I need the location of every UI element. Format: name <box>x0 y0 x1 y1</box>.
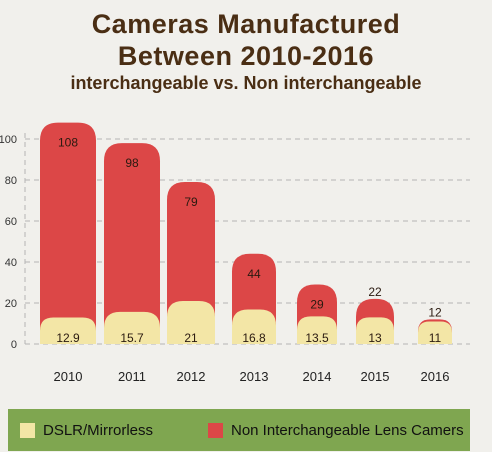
bar-dslr <box>297 316 337 344</box>
chart-title-line1: Cameras Manufactured <box>91 9 401 39</box>
bar-dslr <box>40 317 96 344</box>
data-label-non-interchangeable: 22 <box>368 285 382 299</box>
bar-dslr <box>418 321 452 344</box>
bar-dslr <box>356 317 394 344</box>
data-label-non-interchangeable: 29 <box>310 298 324 312</box>
data-label-dslr: 13.5 <box>305 331 329 345</box>
bar-dslr <box>232 309 276 344</box>
legend-label-dslr: DSLR/Mirrorless <box>43 422 154 439</box>
bar-non-interchangeable <box>104 143 160 344</box>
data-label-dslr: 13 <box>368 331 382 345</box>
legend-item-non-interchangeable: Non Interchangeable Lens Camers <box>208 422 464 439</box>
chart-title-line2: Between 2010-2016 <box>117 41 375 71</box>
x-tick-label: 2014 <box>303 369 332 384</box>
data-label-dslr: 11 <box>429 331 442 345</box>
chart-legend: DSLR/Mirrorless Non Interchangeable Lens… <box>8 409 470 451</box>
data-label-dslr: 16.8 <box>242 331 266 345</box>
data-label-non-interchangeable: 79 <box>184 195 198 209</box>
bar-non-interchangeable <box>40 122 96 344</box>
data-label-dslr: 15.7 <box>120 331 144 345</box>
data-label-non-interchangeable: 44 <box>247 267 261 281</box>
data-label-non-interchangeable: 98 <box>125 156 139 170</box>
x-tick-label: 2011 <box>118 369 146 384</box>
data-label-non-interchangeable: 108 <box>58 136 78 150</box>
y-tick-label: 20 <box>5 298 17 310</box>
x-tick-label: 2012 <box>177 369 206 384</box>
y-tick-label: 60 <box>5 216 17 228</box>
chart-subtitle: interchangeable vs. Non interchangeable <box>70 73 422 93</box>
bar-dslr <box>167 300 215 344</box>
x-tick-label: 2013 <box>240 369 269 384</box>
legend-swatch-dslr <box>20 423 35 438</box>
data-label-dslr: 12.9 <box>56 331 80 345</box>
legend-swatch-non-interchangeable <box>208 423 223 438</box>
x-tick-label: 2010 <box>54 369 83 384</box>
y-tick-label: 40 <box>5 257 17 269</box>
x-tick-label: 2015 <box>361 369 390 384</box>
legend-label-non-interchangeable: Non Interchangeable Lens Camers <box>231 422 464 439</box>
data-label-dslr: 21 <box>184 331 198 345</box>
bar-chart: 0 20 40 60 80 100 108 12.9 2010 98 15.7 2011 79 21 201… <box>0 122 470 384</box>
y-tick-label: 0 <box>11 339 17 351</box>
legend-item-dslr: DSLR/Mirrorless <box>20 422 153 439</box>
bar-dslr <box>104 311 160 344</box>
y-tick-label: 80 <box>5 175 17 187</box>
y-tick-label: 100 <box>0 134 17 146</box>
data-label-non-interchangeable: 12 <box>428 305 442 319</box>
x-tick-label: 2016 <box>421 369 450 384</box>
